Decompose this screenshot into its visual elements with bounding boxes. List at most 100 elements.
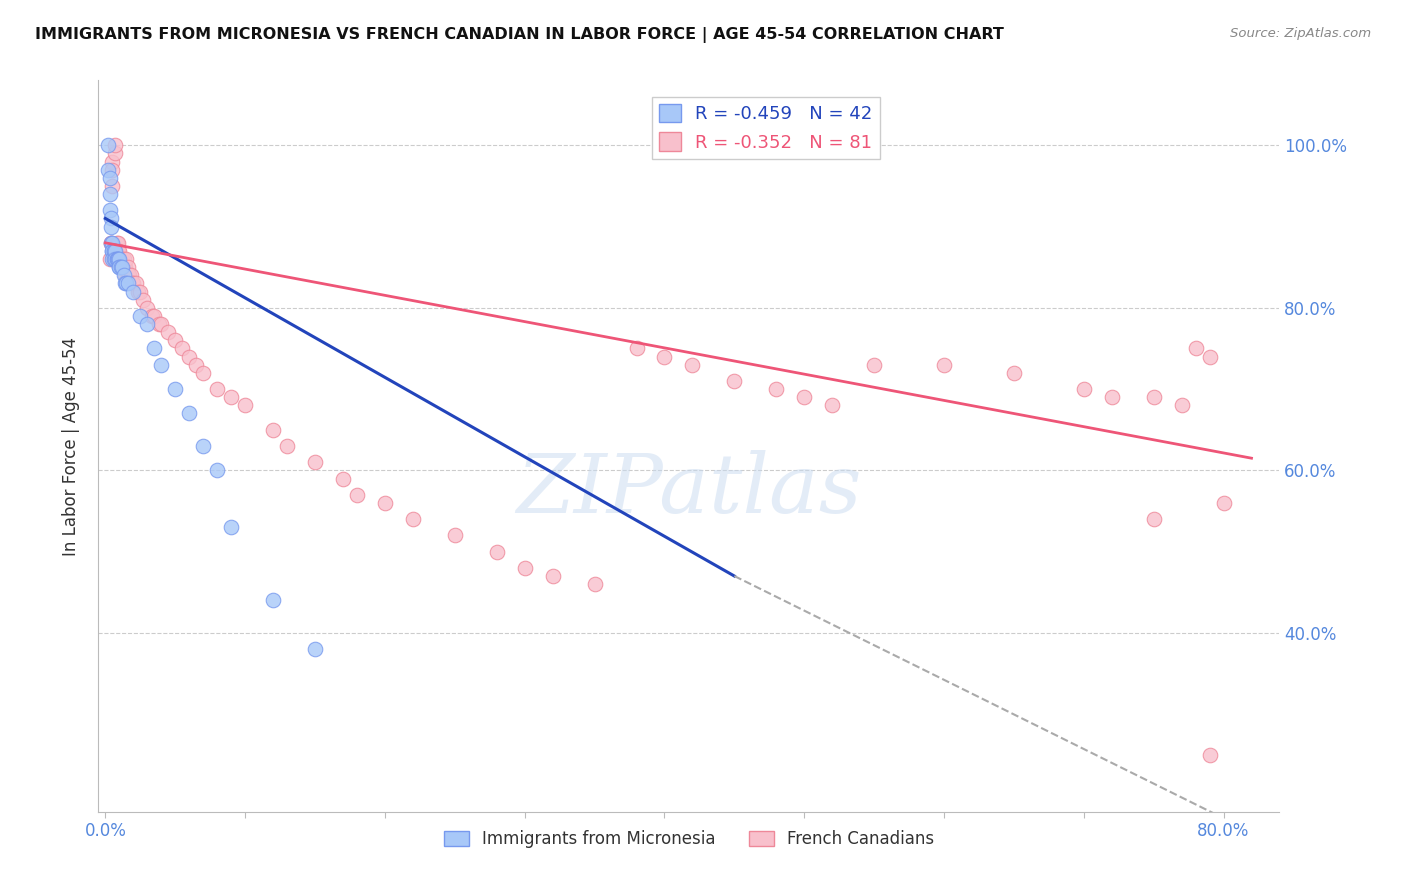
Point — [143, 309, 166, 323]
Point — [112, 260, 135, 275]
Point — [101, 178, 124, 193]
Point — [121, 277, 143, 291]
Point — [122, 277, 145, 291]
Point — [115, 277, 138, 291]
Point — [103, 252, 125, 266]
Point — [129, 309, 152, 323]
Point — [111, 252, 134, 266]
Point — [103, 252, 125, 266]
Point — [107, 252, 129, 266]
Point — [107, 235, 129, 250]
Point — [108, 260, 131, 275]
Point — [110, 252, 132, 266]
Point — [105, 235, 128, 250]
Point — [97, 138, 120, 153]
Point — [654, 350, 676, 364]
Point — [101, 235, 124, 250]
Point — [98, 252, 121, 266]
Point — [276, 439, 298, 453]
Point — [205, 382, 228, 396]
Point — [104, 252, 127, 266]
Point — [101, 154, 124, 169]
Point — [219, 390, 242, 404]
Point — [114, 260, 136, 275]
Point — [117, 268, 139, 283]
Point — [108, 252, 131, 266]
Point — [136, 317, 159, 331]
Point — [932, 358, 955, 372]
Point — [150, 317, 173, 331]
Point — [117, 260, 139, 275]
Point — [165, 334, 187, 348]
Point — [100, 219, 122, 234]
Text: Source: ZipAtlas.com: Source: ZipAtlas.com — [1230, 27, 1371, 40]
Point — [98, 187, 121, 202]
Point — [115, 252, 138, 266]
Point — [108, 260, 131, 275]
Point — [165, 382, 187, 396]
Point — [863, 358, 886, 372]
Point — [150, 358, 173, 372]
Point — [114, 268, 136, 283]
Point — [186, 358, 208, 372]
Legend: Immigrants from Micronesia, French Canadians: Immigrants from Micronesia, French Canad… — [437, 823, 941, 855]
Point — [141, 309, 163, 323]
Point — [114, 277, 136, 291]
Point — [193, 439, 215, 453]
Point — [103, 252, 125, 266]
Point — [103, 244, 125, 258]
Point — [179, 350, 201, 364]
Point — [132, 293, 155, 307]
Point — [103, 244, 125, 258]
Point — [98, 170, 121, 185]
Point — [821, 398, 844, 412]
Point — [626, 342, 648, 356]
Point — [110, 260, 132, 275]
Point — [110, 260, 132, 275]
Point — [1170, 398, 1192, 412]
Point — [107, 252, 129, 266]
Point — [120, 268, 142, 283]
Point — [157, 325, 180, 339]
Point — [101, 162, 124, 177]
Point — [100, 211, 122, 226]
Point — [105, 252, 128, 266]
Point — [118, 268, 141, 283]
Point — [100, 235, 122, 250]
Point — [143, 342, 166, 356]
Point — [111, 260, 134, 275]
Point — [179, 407, 201, 421]
Point — [1212, 496, 1234, 510]
Point — [108, 244, 131, 258]
Point — [101, 244, 124, 258]
Point — [332, 471, 354, 485]
Point — [108, 252, 131, 266]
Point — [122, 285, 145, 299]
Point — [97, 162, 120, 177]
Point — [100, 235, 122, 250]
Point — [105, 244, 128, 258]
Point — [107, 244, 129, 258]
Point — [793, 390, 815, 404]
Point — [233, 398, 256, 412]
Point — [304, 455, 326, 469]
Point — [205, 463, 228, 477]
Point — [513, 561, 536, 575]
Point — [262, 423, 284, 437]
Point — [104, 138, 127, 153]
Point — [104, 244, 127, 258]
Point — [101, 252, 124, 266]
Point — [1101, 390, 1123, 404]
Point — [583, 577, 606, 591]
Point — [1002, 366, 1025, 380]
Point — [1198, 747, 1220, 762]
Point — [104, 146, 127, 161]
Point — [262, 593, 284, 607]
Point — [101, 244, 124, 258]
Point — [107, 252, 129, 266]
Point — [485, 544, 508, 558]
Point — [443, 528, 465, 542]
Point — [112, 268, 135, 283]
Point — [681, 358, 703, 372]
Point — [127, 285, 149, 299]
